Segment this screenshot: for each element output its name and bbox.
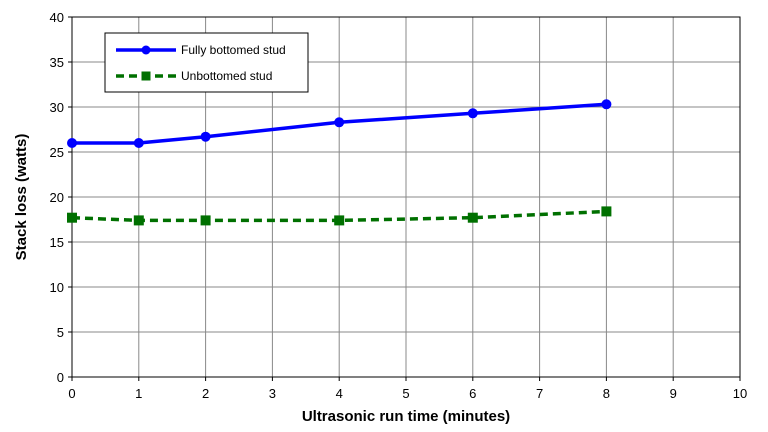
y-axis-title: Stack loss (watts)	[13, 134, 30, 261]
legend-swatch-marker	[141, 71, 151, 81]
data-point	[601, 99, 612, 110]
y-tick-label: 25	[50, 145, 64, 160]
series-line-2	[71, 209, 607, 223]
x-tick-label: 5	[402, 386, 409, 401]
y-tick-label: 40	[50, 10, 64, 25]
legend: Fully bottomed stud Unbottomed stud	[104, 32, 309, 93]
x-tick-label: 1	[135, 386, 142, 401]
data-point	[467, 212, 478, 223]
x-axis-title: Ultrasonic run time (minutes)	[302, 408, 510, 425]
data-point	[200, 131, 211, 142]
legend-swatch-marker	[141, 45, 151, 55]
y-tick-label: 5	[57, 325, 64, 340]
data-point	[67, 138, 77, 148]
data-point	[133, 138, 144, 148]
y-tick-label: 0	[57, 370, 64, 385]
x-tick-label: 2	[202, 386, 209, 401]
data-point	[133, 215, 144, 226]
data-point	[601, 206, 612, 217]
y-axis-ticks: 0 5 10 15 20 25 30 35 40	[50, 10, 72, 385]
x-tick-label: 0	[68, 386, 75, 401]
data-point	[200, 215, 211, 226]
legend-box	[104, 32, 309, 93]
x-axis-ticks: 0 1 2 3 4 5 6 7 8 9 10	[68, 377, 747, 401]
data-point	[67, 212, 77, 223]
y-tick-label: 35	[50, 55, 64, 70]
x-tick-label: 4	[336, 386, 343, 401]
x-tick-label: 8	[603, 386, 610, 401]
x-tick-label: 3	[269, 386, 276, 401]
y-tick-label: 10	[50, 280, 64, 295]
x-tick-label: 7	[536, 386, 543, 401]
data-point	[334, 215, 345, 226]
data-point	[467, 108, 478, 119]
y-tick-label: 30	[50, 100, 64, 115]
y-tick-label: 20	[50, 190, 64, 205]
x-tick-label: 10	[733, 386, 747, 401]
y-tick-label: 15	[50, 235, 64, 250]
series-group	[67, 99, 612, 226]
x-tick-label: 6	[469, 386, 476, 401]
data-point	[334, 117, 345, 128]
x-tick-label: 9	[670, 386, 677, 401]
series-line-1	[72, 102, 607, 145]
legend-label: Fully bottomed stud	[181, 43, 286, 57]
legend-label: Unbottomed stud	[181, 69, 272, 83]
